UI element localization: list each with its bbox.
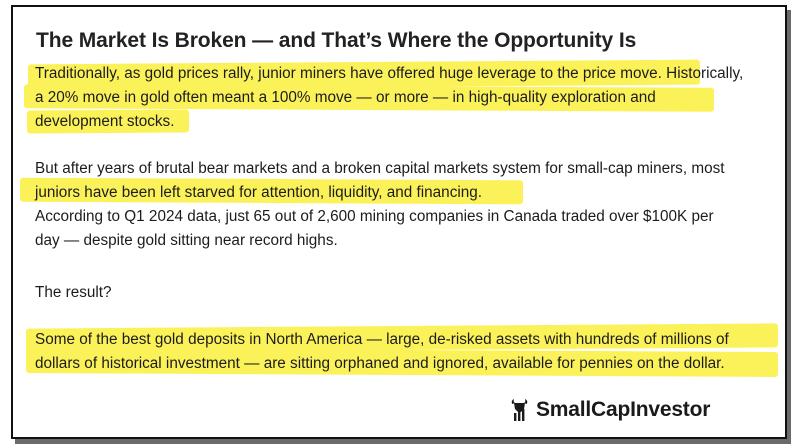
paragraph-line: development stocks. xyxy=(35,113,175,130)
brand-name: SmallCapInvestor xyxy=(536,398,711,421)
paragraph-line: Some of the best gold deposits in North … xyxy=(35,331,729,348)
brand-logo: SmallCapInvestor xyxy=(510,398,710,422)
paragraph-line: day — despite gold sitting near record h… xyxy=(35,232,338,249)
article-title: The Market Is Broken — and That’s Where … xyxy=(36,29,637,52)
paragraph-line: Traditionally, as gold prices rally, jun… xyxy=(35,65,744,82)
paragraph-line: juniors have been left starved for atten… xyxy=(35,184,483,201)
paragraph-line: a 20% move in gold often meant a 100% mo… xyxy=(35,89,656,106)
paragraph-line: dollars of historical investment — are s… xyxy=(35,355,725,372)
paragraph-line: But after years of brutal bear markets a… xyxy=(35,160,725,177)
paragraph-line: According to Q1 2024 data, just 65 out o… xyxy=(35,208,714,225)
bull-chart-icon xyxy=(511,399,528,421)
paragraph-line: The result? xyxy=(35,284,112,301)
